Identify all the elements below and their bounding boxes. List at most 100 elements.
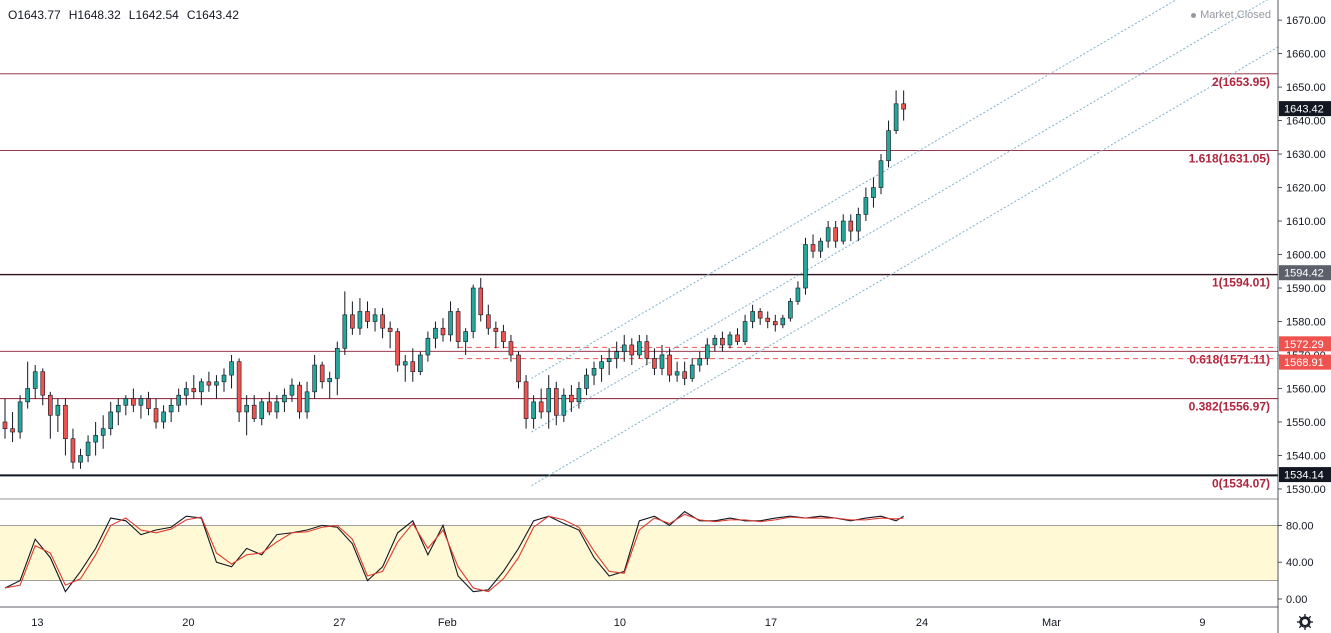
candle[interactable] [100, 415, 106, 449]
candle[interactable] [463, 328, 468, 355]
candle[interactable] [697, 351, 703, 372]
candle[interactable] [334, 341, 340, 396]
candle[interactable] [689, 358, 695, 382]
candle[interactable] [297, 381, 302, 419]
candle[interactable] [742, 314, 748, 345]
candle[interactable] [818, 237, 823, 258]
candle[interactable] [606, 348, 612, 376]
time-axis[interactable]: 13 20 27 Feb 10 17 24 Mar 9 [0, 606, 1278, 629]
candle[interactable] [546, 375, 552, 429]
candle[interactable] [236, 358, 242, 422]
candle[interactable] [289, 378, 295, 402]
candle[interactable] [682, 361, 687, 386]
candle[interactable] [161, 405, 166, 429]
candle[interactable] [833, 221, 838, 248]
candle[interactable] [365, 301, 370, 329]
candle[interactable] [553, 381, 559, 426]
candle[interactable] [312, 354, 317, 399]
candle[interactable] [131, 388, 136, 412]
candle[interactable] [501, 324, 506, 349]
candle[interactable] [32, 365, 38, 399]
candle[interactable] [267, 391, 272, 416]
candle[interactable] [418, 351, 423, 376]
candle[interactable] [614, 341, 619, 369]
candle[interactable] [569, 385, 574, 412]
candle[interactable] [350, 301, 355, 335]
candle[interactable] [712, 334, 718, 352]
candle[interactable] [674, 361, 680, 382]
candle[interactable] [244, 395, 249, 436]
candle[interactable] [387, 321, 393, 349]
candle[interactable] [750, 304, 755, 329]
price-axis[interactable]: 1670.00 1660.00 1650.00 1640.00 1630.00 1620.… [1277, 0, 1331, 633]
candle[interactable] [123, 395, 129, 416]
candle[interactable] [433, 321, 438, 349]
candle[interactable] [667, 348, 672, 382]
candle[interactable] [108, 401, 114, 436]
candle[interactable] [878, 154, 884, 195]
candle[interactable] [410, 348, 416, 382]
candle[interactable] [523, 375, 529, 429]
candle[interactable] [357, 298, 363, 335]
candle[interactable] [508, 334, 514, 362]
candle[interactable] [206, 371, 212, 392]
candle[interactable] [825, 221, 831, 248]
candle[interactable] [402, 354, 408, 382]
candle[interactable] [772, 314, 778, 332]
candle[interactable] [470, 284, 476, 339]
candle[interactable] [221, 368, 227, 392]
candle[interactable] [78, 448, 83, 469]
candle[interactable] [17, 395, 23, 439]
candle[interactable] [576, 381, 582, 409]
candle[interactable] [584, 368, 589, 396]
candle[interactable] [183, 381, 189, 406]
candle[interactable] [591, 361, 597, 386]
candle[interactable] [448, 301, 453, 342]
candle[interactable] [259, 398, 265, 426]
candle[interactable] [901, 90, 906, 121]
price-pane[interactable]: 2(1653.95) 1.618(1631.05) 1(1594.01) 0.618(… [0, 0, 1331, 490]
candle[interactable] [327, 371, 333, 399]
candle[interactable] [440, 318, 446, 342]
candle[interactable] [780, 314, 786, 329]
candle[interactable] [720, 331, 725, 352]
candle[interactable] [486, 304, 491, 335]
candle[interactable] [63, 398, 68, 456]
candle[interactable] [652, 348, 657, 376]
candle[interactable] [274, 395, 280, 419]
candle[interactable] [93, 421, 98, 456]
candle[interactable] [153, 398, 159, 429]
candle[interactable] [735, 328, 740, 345]
candle[interactable] [282, 388, 287, 412]
candle[interactable] [40, 368, 46, 406]
candle[interactable] [10, 411, 15, 443]
candle[interactable] [788, 298, 793, 322]
candle[interactable] [803, 237, 808, 295]
candle[interactable] [810, 234, 816, 258]
candle[interactable] [621, 334, 627, 362]
candle[interactable] [191, 375, 197, 399]
candle[interactable] [138, 395, 144, 419]
settings-gear-icon[interactable] [1297, 614, 1313, 630]
candle[interactable] [85, 435, 91, 463]
candle[interactable] [478, 277, 484, 322]
candle[interactable] [795, 281, 801, 305]
candle[interactable] [319, 361, 325, 389]
candle[interactable] [372, 308, 378, 332]
candle[interactable] [395, 328, 400, 372]
candle[interactable] [629, 338, 635, 366]
candle[interactable] [199, 378, 204, 406]
candle[interactable] [516, 351, 521, 389]
candle[interactable] [848, 214, 854, 242]
candle[interactable] [146, 391, 151, 416]
candle[interactable] [251, 395, 257, 422]
candle[interactable] [229, 354, 234, 389]
candle[interactable] [70, 428, 76, 469]
candle[interactable] [727, 331, 733, 349]
candle[interactable] [637, 334, 642, 359]
candle[interactable] [55, 398, 61, 433]
candle[interactable] [493, 321, 499, 349]
candle[interactable] [757, 308, 763, 325]
candle[interactable] [659, 344, 665, 376]
